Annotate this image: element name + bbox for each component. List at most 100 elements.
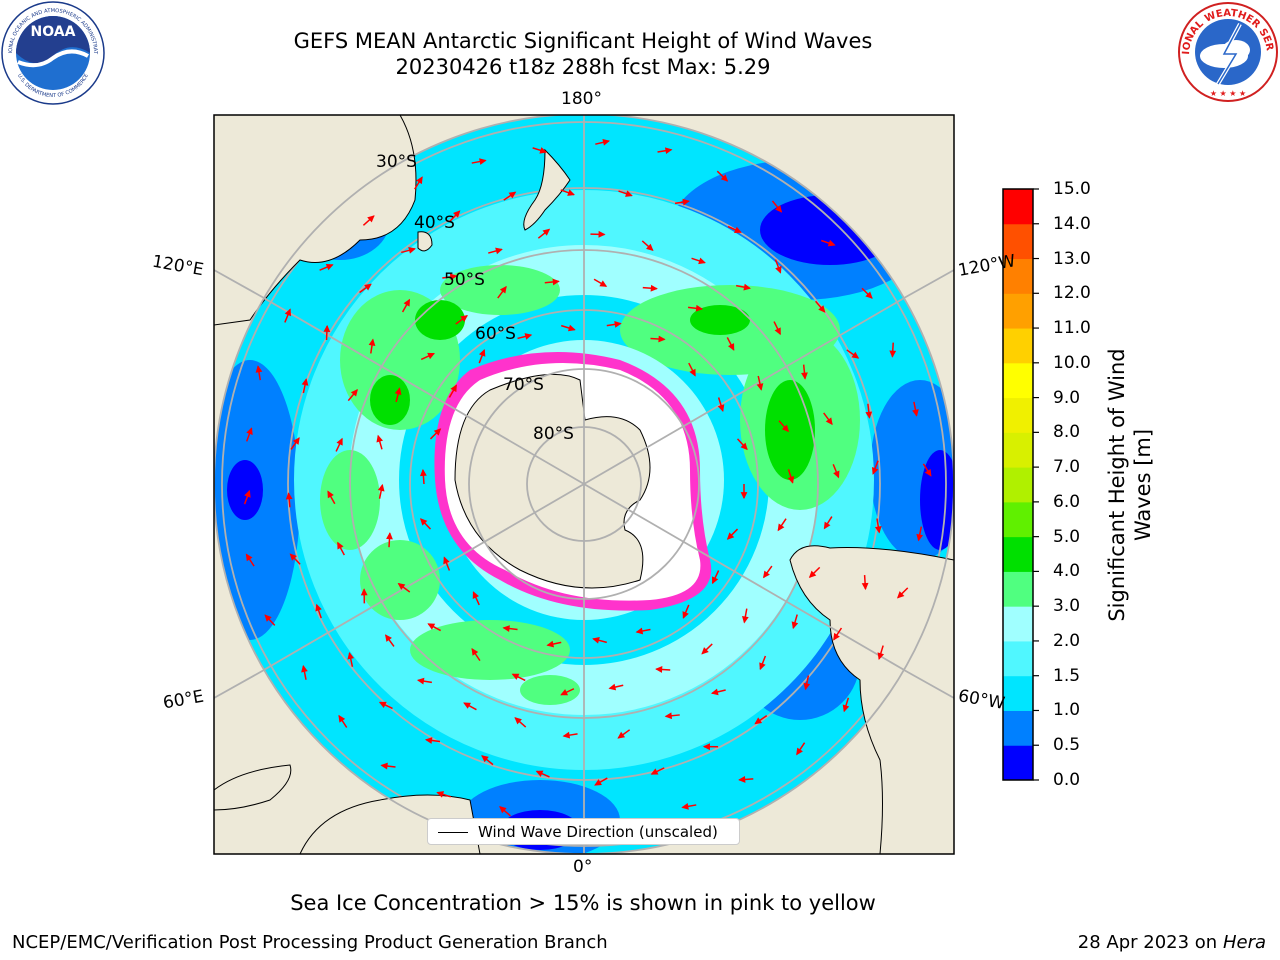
wave-arrow-head xyxy=(833,470,840,479)
wave-arrow-head xyxy=(478,348,486,357)
colorbar-tick-label: 8.0 xyxy=(1053,422,1081,443)
colorbar-tick-label: 7.0 xyxy=(1053,457,1081,478)
wave-arrow-head xyxy=(825,417,833,426)
colorbar-segment xyxy=(1003,432,1033,468)
lon-label-0: 0° xyxy=(573,857,593,877)
colorbar-label-line2: Waves [m] xyxy=(1131,428,1155,542)
wave-arrow-head xyxy=(774,327,781,336)
wave-arrow-head xyxy=(701,647,709,655)
colorbar-tick-label: 3.0 xyxy=(1053,596,1081,617)
wave-arrow-head xyxy=(646,243,654,252)
wind-wave-arrows xyxy=(243,139,932,830)
wave-arrow-head xyxy=(481,755,489,763)
map-frame xyxy=(213,114,955,855)
wave-arrow-head xyxy=(245,553,253,562)
wave-arrow-head xyxy=(289,553,297,561)
wave-arrow-head xyxy=(350,388,358,397)
wave-arrow-head xyxy=(539,147,548,154)
wave-arrow-head xyxy=(608,683,617,691)
wave-arrow-head xyxy=(865,411,873,419)
noaa-logo: NOAA NATIONAL OCEANIC AND ATMOSPHERIC AD… xyxy=(0,0,105,105)
wave-arrow-head xyxy=(285,492,293,500)
wave-arrow-head xyxy=(546,640,555,648)
wave-arrow-head xyxy=(599,280,608,287)
wave-arrow-head xyxy=(763,570,770,579)
wave-arrow-head xyxy=(655,666,663,673)
wave-arrow-head xyxy=(436,791,445,798)
wave-arrow-head xyxy=(602,139,611,146)
wave-arrow-head xyxy=(877,652,885,661)
wave-arrow-head xyxy=(889,350,897,358)
wave-arrow-head xyxy=(818,305,826,313)
wave-arrow-head xyxy=(924,468,932,477)
colorbar-tick-label: 4.0 xyxy=(1053,561,1081,582)
wave-arrow-head xyxy=(301,378,309,386)
colorbar-label: Significant Height of Wind Waves [m] xyxy=(1104,348,1156,621)
wave-arrow-head xyxy=(734,226,742,233)
wave-arrow-head xyxy=(301,664,308,673)
wave-arrow-head xyxy=(916,533,924,542)
wave-arrow-head xyxy=(823,521,831,530)
wave-arrow-head xyxy=(740,492,748,500)
wave-arrow-head xyxy=(695,304,704,312)
wave-arrow-head xyxy=(742,615,749,624)
wave-arrow-head xyxy=(427,623,436,630)
wave-arrow-head xyxy=(759,662,766,671)
wave-arrow-head xyxy=(682,198,690,206)
wave-arrow-head xyxy=(833,632,840,641)
wave-arrow-head xyxy=(376,434,384,443)
colorbar-tick-label: 9.0 xyxy=(1053,387,1081,408)
wave-arrow-head xyxy=(712,576,719,585)
colorbar-tick-label: 6.0 xyxy=(1053,491,1081,512)
wave-arrow-head xyxy=(397,582,406,590)
wave-arrow-head xyxy=(255,365,263,373)
wave-arrow-head xyxy=(325,263,334,271)
colorbar-tick-label: 13.0 xyxy=(1053,248,1091,269)
colorbar-segment xyxy=(1003,189,1033,225)
wave-arrow-head xyxy=(420,468,427,477)
wave-arrow-head xyxy=(552,278,560,286)
wave-arrow-head xyxy=(246,427,253,435)
colorbar-segment xyxy=(1003,640,1033,677)
colorbar-tick-label: 12.0 xyxy=(1053,283,1091,304)
lon-label-180: 180° xyxy=(561,89,602,109)
wave-arrow-head xyxy=(495,247,503,255)
wave-arrow-head xyxy=(717,404,725,412)
colorbar-segment xyxy=(1003,467,1033,503)
wave-arrow-head xyxy=(740,442,748,451)
lat-label-50s: 50°S xyxy=(444,270,485,290)
colorbar-tick-label: 1.0 xyxy=(1053,700,1081,721)
wave-arrow-head xyxy=(791,621,799,630)
colorbar-segment xyxy=(1003,536,1033,572)
wave-arrow-head xyxy=(781,424,790,433)
wave-arrow-head xyxy=(865,291,873,299)
wave-arrow-head xyxy=(650,768,659,775)
wave-arrow-head xyxy=(738,776,746,783)
wave-arrow-head xyxy=(433,428,442,436)
colorbar-tick-label: 14.0 xyxy=(1053,213,1091,234)
wave-arrow-head xyxy=(796,747,803,756)
wave-arrow-head xyxy=(617,731,626,739)
wave-arrow-head xyxy=(874,525,882,534)
colorbar-segment xyxy=(1003,675,1033,711)
wave-arrow-head xyxy=(808,570,817,578)
wave-arrow-head xyxy=(424,737,433,744)
wave-arrow-head xyxy=(292,437,300,445)
wave-arrow-head xyxy=(244,489,251,498)
wave-arrow-head xyxy=(453,210,461,218)
wave-arrow-head xyxy=(842,704,850,713)
wave-arrow-head xyxy=(635,627,644,635)
wave-arrow-head xyxy=(560,689,569,696)
wave-arrow-head xyxy=(508,191,517,199)
sea-ice-note: Sea Ice Concentration > 15% is shown in … xyxy=(290,891,876,915)
wave-arrow-head xyxy=(419,518,428,526)
wave-arrow-head xyxy=(368,338,376,346)
wave-arrow-head xyxy=(315,603,322,612)
footer-host: Hera xyxy=(1222,932,1266,953)
wave-arrow-head xyxy=(360,588,368,596)
wave-arrow-head xyxy=(514,717,522,725)
colorbar-segment xyxy=(1003,710,1033,746)
wave-arrow-head xyxy=(598,230,606,238)
colorbar-segment xyxy=(1003,571,1033,607)
